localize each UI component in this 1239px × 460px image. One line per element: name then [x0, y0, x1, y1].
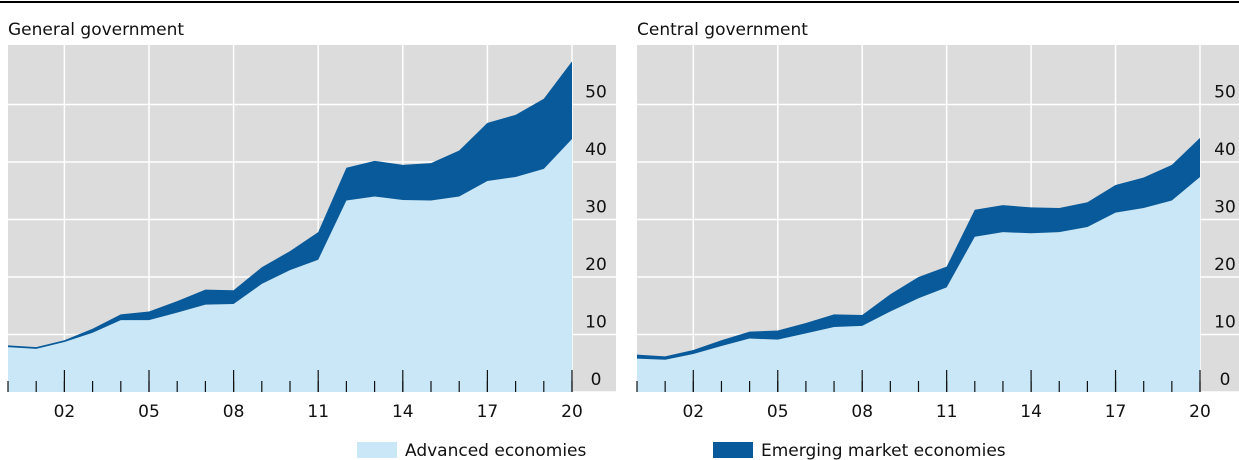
- x-tick-label: 20: [561, 402, 583, 422]
- legend-swatch: [357, 442, 397, 458]
- x-tick-label: 17: [477, 402, 499, 422]
- y-tick-label: 50: [1214, 83, 1236, 103]
- y-tick-label: 40: [1214, 140, 1236, 160]
- x-tick-label: 05: [767, 402, 789, 422]
- x-tick-label: 20: [1189, 402, 1211, 422]
- x-tick-label: 08: [851, 402, 873, 422]
- y-tick-label: 0: [591, 370, 602, 390]
- x-tick-label: 11: [307, 402, 329, 422]
- chart-title: General government: [8, 20, 184, 40]
- x-tick-label: 08: [223, 402, 245, 422]
- legend-swatch: [713, 442, 753, 458]
- y-tick-label: 10: [585, 313, 607, 333]
- x-tick-label: 02: [54, 402, 76, 422]
- x-tick-label: 14: [1020, 402, 1042, 422]
- x-tick-label: 02: [682, 402, 704, 422]
- area: [637, 176, 1200, 392]
- y-tick-label: 30: [585, 198, 607, 218]
- y-tick-label: 0: [1220, 370, 1231, 390]
- x-tick-label: 14: [392, 402, 414, 422]
- y-tick-label: 50: [585, 83, 607, 103]
- y-tick-label: 10: [1214, 313, 1236, 333]
- x-tick-label: 17: [1105, 402, 1127, 422]
- legend-label: Emerging market economies: [761, 441, 1006, 460]
- y-tick-label: 40: [585, 140, 607, 160]
- x-tick-label: 05: [138, 402, 160, 422]
- chart-title: Central government: [637, 20, 808, 40]
- x-tick-label: 11: [936, 402, 958, 422]
- y-tick-label: 20: [1214, 255, 1236, 275]
- legend-label: Advanced economies: [405, 441, 586, 460]
- area: [8, 139, 572, 392]
- y-tick-label: 30: [1214, 198, 1236, 218]
- y-tick-label: 20: [585, 255, 607, 275]
